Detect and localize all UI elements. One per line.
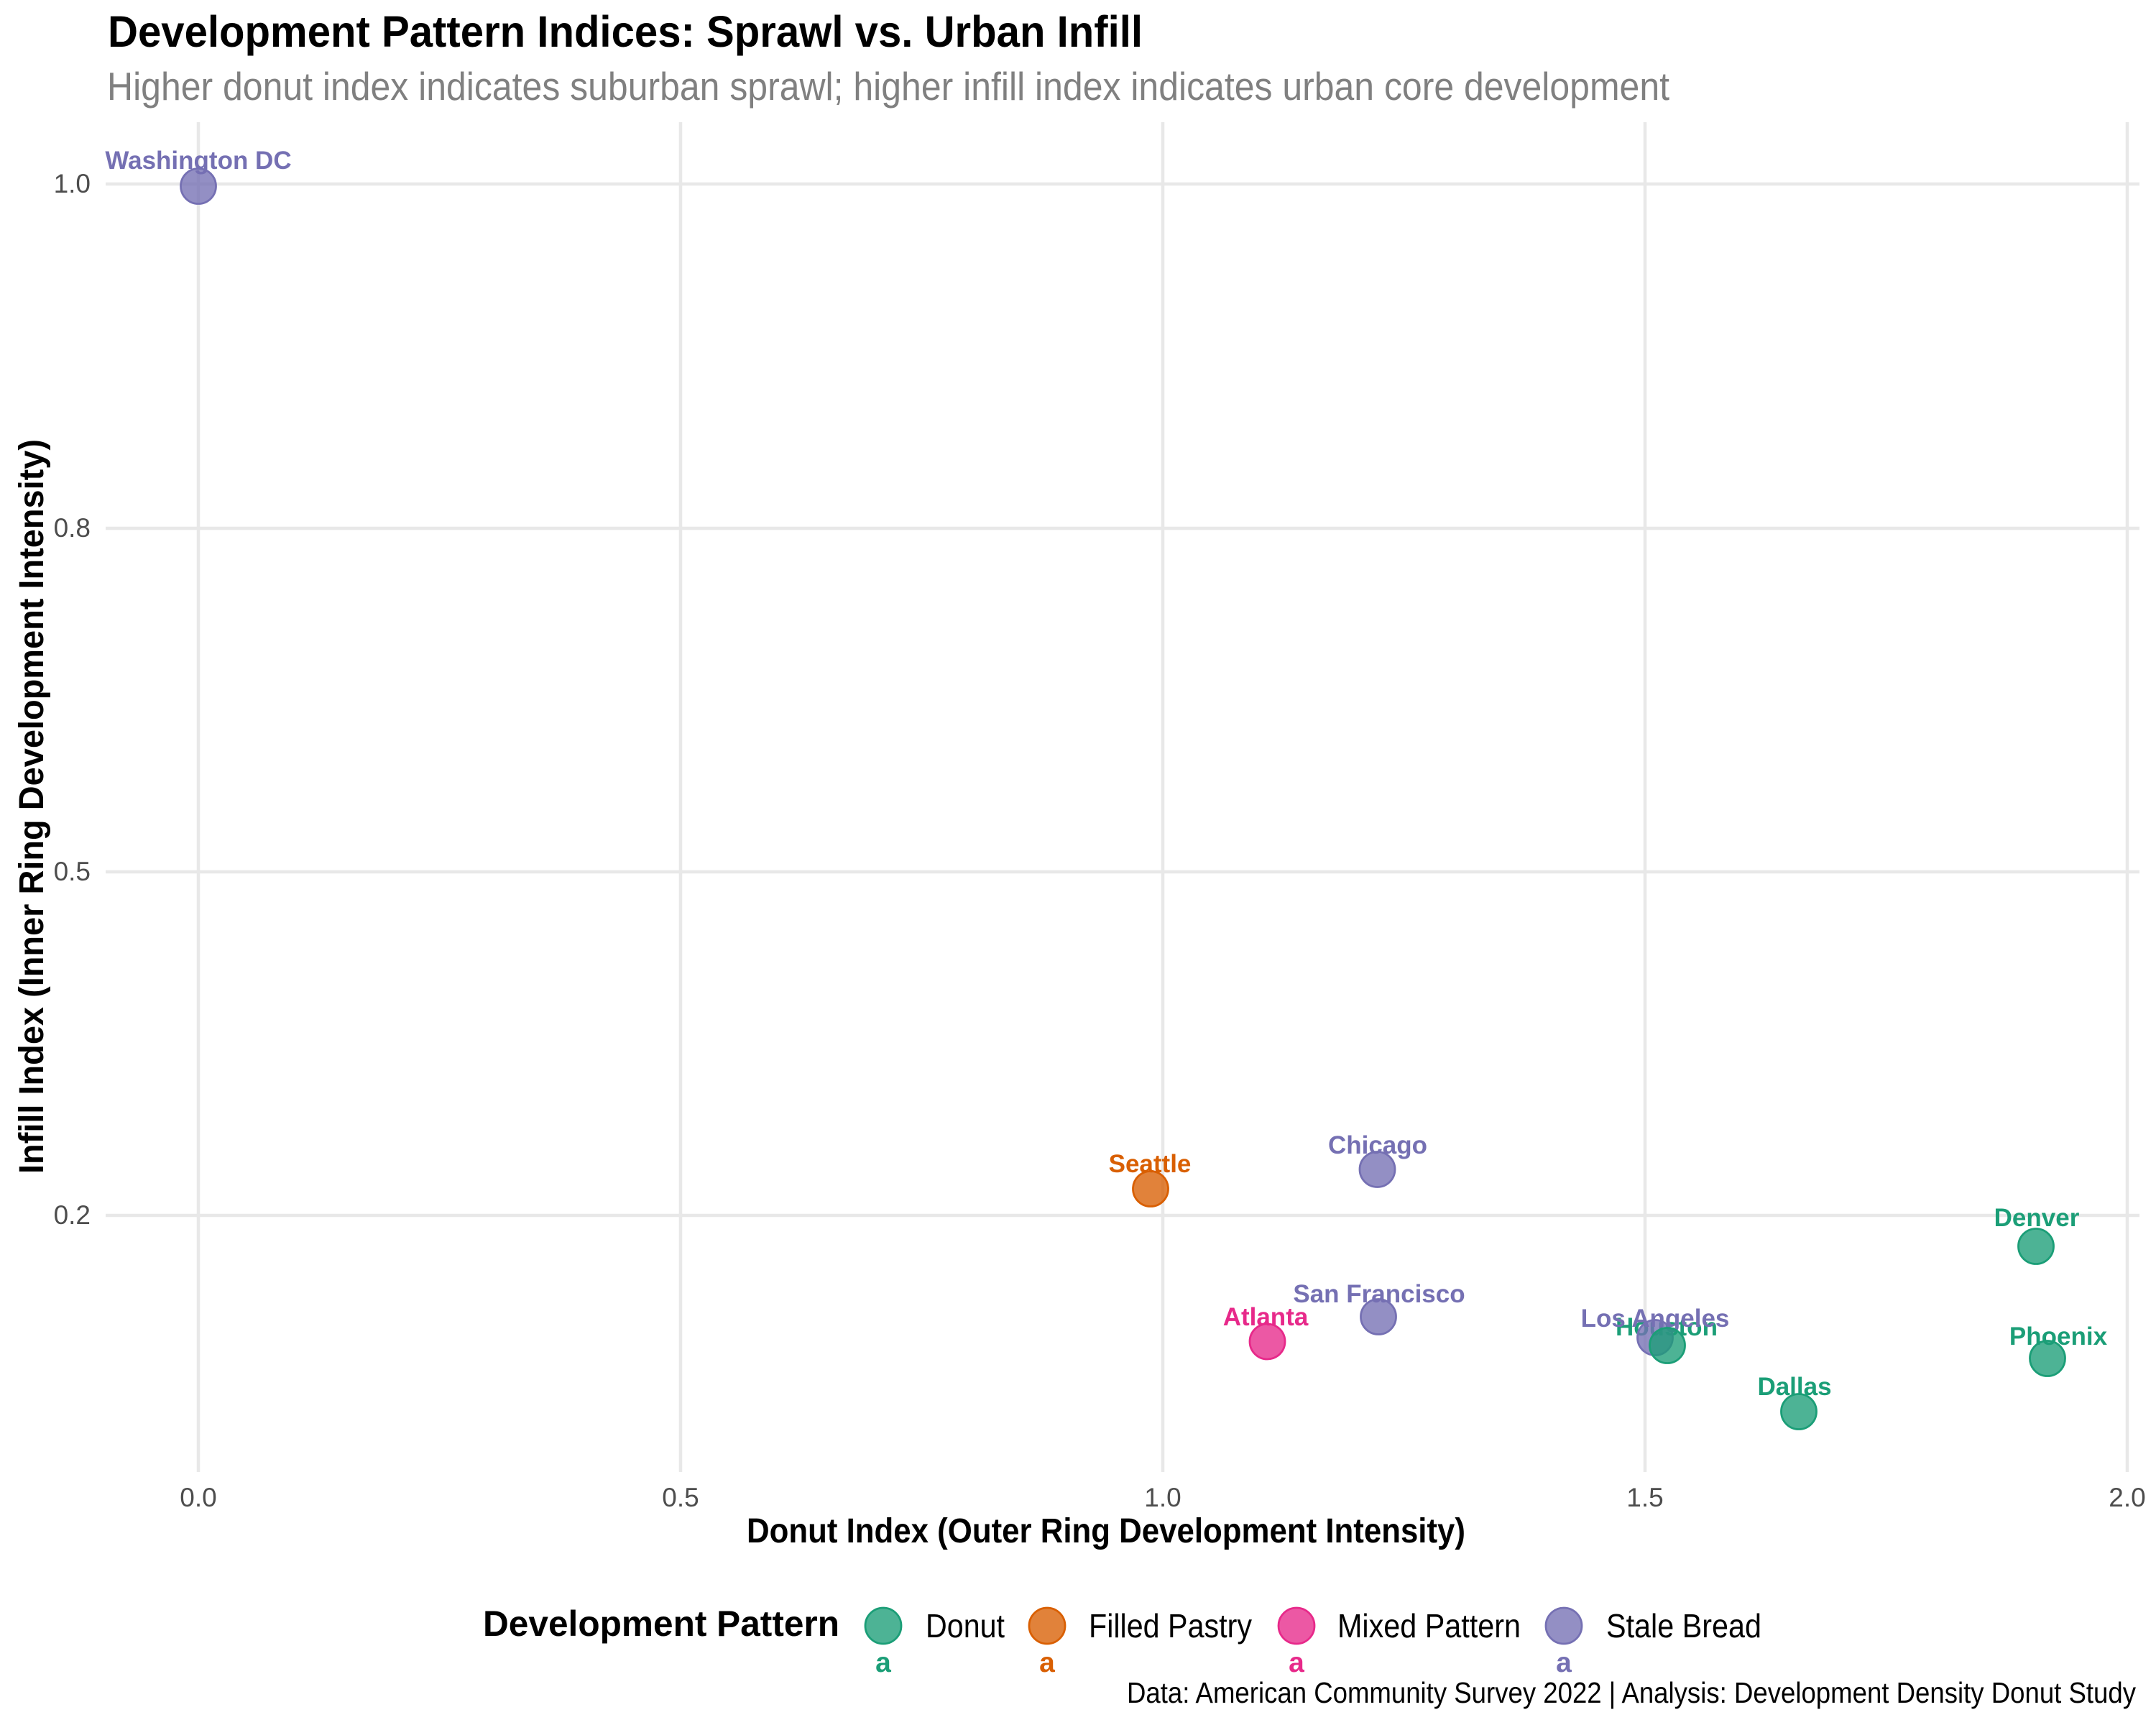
svg-text:Donut Index (Outer Ring Develo: Donut Index (Outer Ring Development Inte…: [747, 1512, 1465, 1550]
svg-text:Filled Pastry: Filled Pastry: [1089, 1607, 1252, 1644]
svg-text:0.0: 0.0: [180, 1483, 216, 1512]
svg-text:2.0: 2.0: [2109, 1483, 2145, 1512]
svg-text:a: a: [1556, 1647, 1572, 1678]
svg-text:0.5: 0.5: [54, 857, 91, 886]
svg-text:Higher donut index indicates s: Higher donut index indicates suburban sp…: [107, 64, 1669, 109]
svg-text:0.8: 0.8: [54, 513, 91, 543]
svg-text:Development Pattern: Development Pattern: [483, 1604, 839, 1644]
svg-text:1.0: 1.0: [54, 169, 91, 198]
svg-text:1.5: 1.5: [1626, 1483, 1663, 1512]
svg-text:0.5: 0.5: [662, 1483, 699, 1512]
svg-text:Stale Bread: Stale Bread: [1606, 1607, 1761, 1644]
svg-text:Data: American Community Surve: Data: American Community Survey 2022 | A…: [1127, 1676, 2136, 1709]
svg-text:Infill Index (Inner Ring Devel: Infill Index (Inner Ring Development Int…: [13, 439, 51, 1174]
svg-text:0.2: 0.2: [54, 1200, 91, 1230]
svg-text:Donut: Donut: [926, 1607, 1005, 1644]
svg-text:Denver: Denver: [1994, 1204, 2080, 1232]
svg-text:Development Pattern Indices: S: Development Pattern Indices: Sprawl vs. …: [108, 7, 1143, 56]
svg-text:1.0: 1.0: [1144, 1483, 1181, 1512]
svg-text:a: a: [875, 1647, 891, 1678]
svg-text:a: a: [1289, 1647, 1304, 1678]
svg-text:Mixed Pattern: Mixed Pattern: [1337, 1607, 1521, 1644]
svg-text:a: a: [1039, 1647, 1055, 1678]
